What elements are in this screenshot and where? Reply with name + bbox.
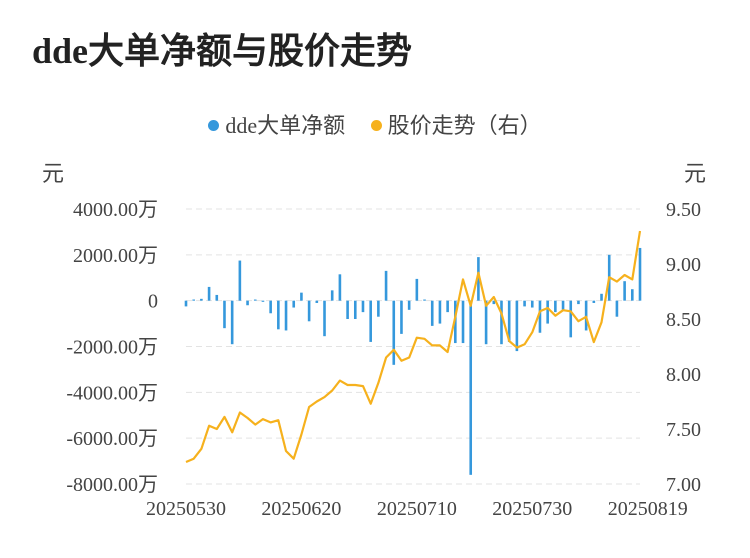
dde-bar <box>238 260 242 301</box>
dde-bar <box>361 300 365 313</box>
dde-bar <box>484 300 488 345</box>
dde-bar <box>461 300 465 344</box>
right-axis-unit: 元 <box>684 161 707 186</box>
dde-bar <box>407 300 411 310</box>
dde-bar <box>200 298 203 301</box>
dde-bar <box>507 300 511 342</box>
dde-bar <box>492 300 496 305</box>
dde-bar <box>300 292 303 301</box>
dde-bar <box>192 299 195 301</box>
dde-bar <box>454 300 457 344</box>
left-tick-label: -4000.00万 <box>66 382 158 404</box>
legend-item-dde[interactable]: dde大单净额 <box>208 108 345 140</box>
legend-label-dde: dde大单净额 <box>225 113 346 138</box>
dde-bar <box>315 300 319 303</box>
dde-bar <box>631 289 634 301</box>
dde-bar <box>307 300 311 322</box>
dde-bar <box>592 300 596 303</box>
dde-bar <box>569 300 573 338</box>
dde-bar <box>500 300 503 345</box>
dde-bar <box>184 300 188 307</box>
left-axis-unit: 元 <box>42 161 65 186</box>
dde-bar <box>623 281 626 301</box>
dde-bar <box>554 300 557 313</box>
x-tick-label: 20250530 <box>146 498 226 520</box>
dde-bar <box>353 300 357 319</box>
dde-bar <box>538 300 542 333</box>
dde-bar <box>346 300 349 319</box>
dde-bar <box>323 300 326 337</box>
right-tick-label: 8.00 <box>666 364 701 386</box>
left-tick-label: 4000.00万 <box>73 199 158 221</box>
left-tick-label: -2000.00万 <box>66 337 158 359</box>
left-tick-label: 2000.00万 <box>73 245 158 267</box>
dde-bar <box>261 300 265 302</box>
dde-bar <box>600 293 603 301</box>
dde-bar <box>284 300 288 331</box>
legend-item-price[interactable]: 股价走势（右） <box>370 108 542 140</box>
right-tick-label: 7.50 <box>666 419 701 441</box>
dde-bar <box>415 278 419 301</box>
dde-bar <box>430 300 434 326</box>
left-tick-label: -8000.00万 <box>66 474 158 496</box>
dde-bar <box>292 300 296 308</box>
dde-bar <box>446 300 449 313</box>
x-tick-label: 20250819 <box>608 498 688 520</box>
legend-dot-dde <box>208 120 220 132</box>
price-line <box>185 230 642 464</box>
dde-bar <box>207 286 211 301</box>
dde-bar <box>561 300 565 310</box>
chart-title: dde大单净额与股价走势 <box>32 31 413 71</box>
dde-bar <box>215 294 219 301</box>
dde-bar <box>615 300 619 317</box>
dde-bar <box>384 270 388 301</box>
right-tick-label: 9.00 <box>666 254 701 276</box>
right-tick-label: 7.00 <box>666 474 701 496</box>
dde-bar <box>546 300 549 324</box>
dde-bar <box>330 290 334 301</box>
dde-bar <box>638 247 642 301</box>
x-tick-label: 20250620 <box>261 498 341 520</box>
legend-label-price: 股价走势（右） <box>387 113 542 138</box>
dde-bar <box>515 300 519 352</box>
dde-bar <box>277 300 280 330</box>
dde-bar <box>438 300 442 324</box>
left-tick-label: 0 <box>148 291 158 313</box>
dde-bar <box>392 300 396 365</box>
dde-bar <box>223 300 226 329</box>
dde-bar <box>423 299 426 301</box>
dde-bar <box>523 300 526 307</box>
dde-bar <box>377 300 380 317</box>
dde-bar <box>584 300 588 331</box>
legend: dde大单净额 股价走势（右） <box>0 108 750 140</box>
dde-bar <box>530 300 534 308</box>
dde-bar <box>477 257 480 301</box>
dde-bar <box>400 300 403 334</box>
dde-bar <box>338 274 342 301</box>
dde-bar <box>253 299 257 301</box>
left-tick-label: -6000.00万 <box>66 428 158 450</box>
x-tick-label: 20250710 <box>377 498 457 520</box>
legend-dot-price <box>370 120 382 132</box>
right-tick-label: 9.50 <box>666 199 701 221</box>
dde-bar <box>577 300 580 305</box>
dde-bar <box>369 300 372 342</box>
dde-bar <box>469 300 473 475</box>
dde-bar <box>246 300 249 306</box>
x-tick-label: 20250730 <box>492 498 572 520</box>
dde-bar <box>269 300 272 314</box>
dde-bar <box>230 300 234 345</box>
right-tick-label: 8.50 <box>666 309 701 331</box>
